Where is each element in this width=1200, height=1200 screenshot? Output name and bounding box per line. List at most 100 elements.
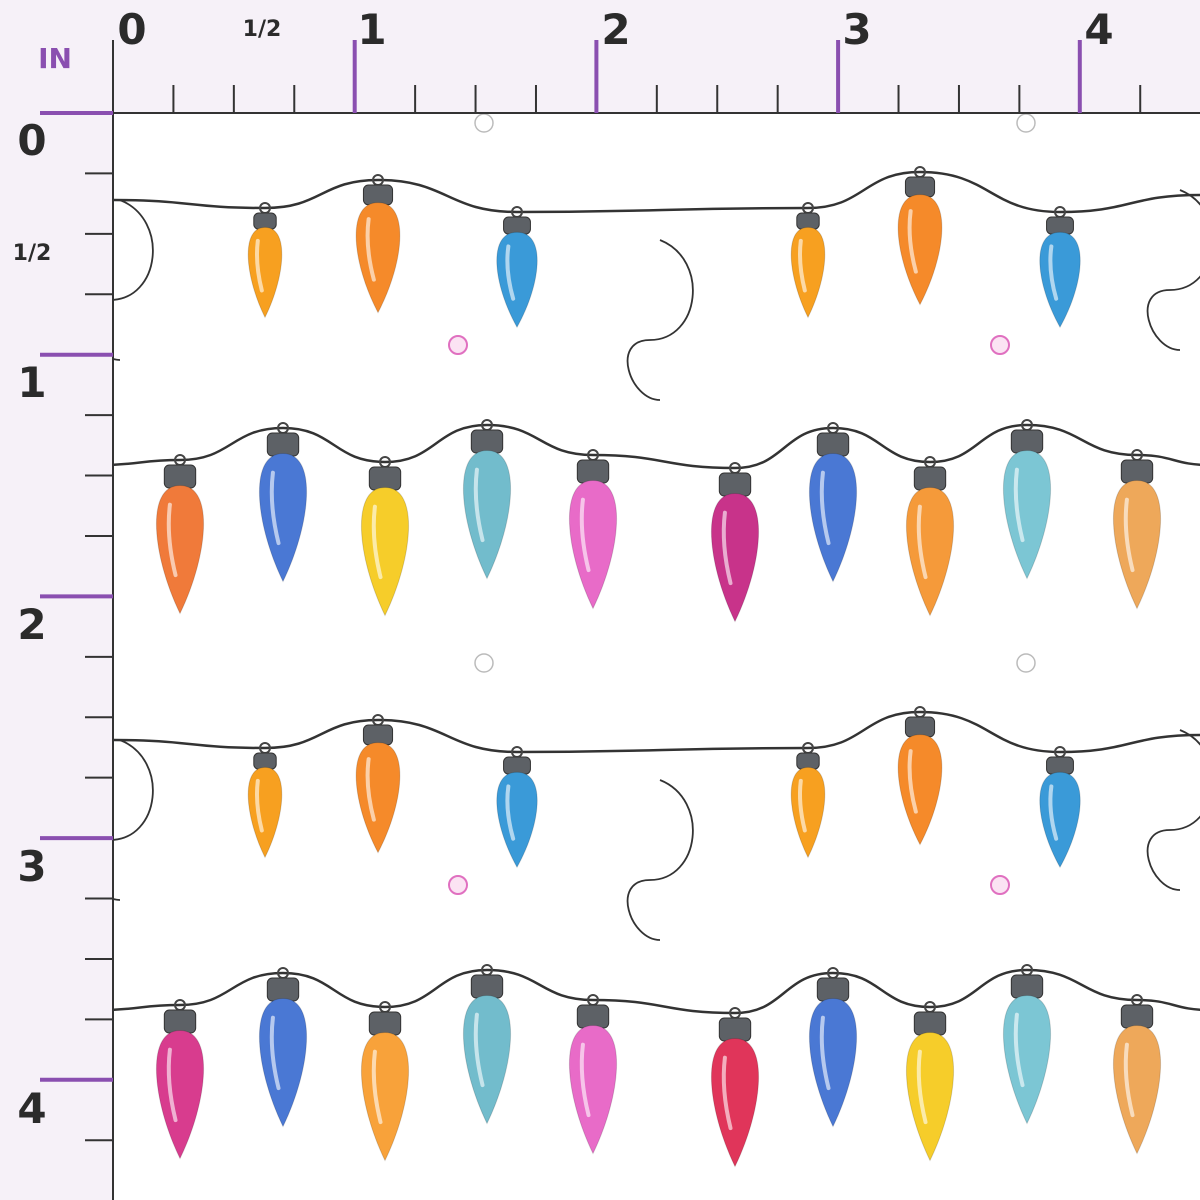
- bulb: [897, 706, 943, 846]
- left-label: 4: [17, 1084, 46, 1133]
- bulb: [710, 1007, 760, 1168]
- bulb-shine: [907, 749, 918, 814]
- bulb-shine: [819, 1015, 831, 1091]
- bulb-cap: [1046, 216, 1074, 235]
- bulb-shine: [798, 778, 807, 833]
- top-label: 3: [842, 5, 871, 54]
- bulb-shine: [473, 467, 485, 543]
- bulb: [1112, 449, 1162, 610]
- top-label: 4: [1084, 5, 1113, 54]
- bulb-cap: [362, 184, 394, 206]
- bulb-shine: [579, 1042, 591, 1118]
- top-label: 1: [357, 5, 386, 54]
- bulb-shine: [505, 244, 516, 301]
- bulb: [897, 166, 943, 306]
- bulb-cap: [470, 429, 504, 454]
- bulb-shine: [371, 504, 383, 580]
- bulb-cap: [266, 977, 300, 1002]
- bulb-cap: [816, 432, 850, 457]
- bulb-cap: [904, 716, 936, 738]
- bulb-cap: [1120, 1004, 1154, 1029]
- bulb: [905, 456, 955, 617]
- bulb-cap: [796, 212, 820, 230]
- light-pattern: [114, 114, 1200, 1168]
- bulb: [808, 422, 858, 583]
- left-label: 1/2: [13, 241, 52, 266]
- bulb: [258, 422, 308, 583]
- bulb-cap: [503, 756, 531, 775]
- bulb-shine: [473, 1012, 485, 1088]
- bulb-shine: [819, 470, 831, 546]
- bulb-cap: [816, 977, 850, 1002]
- left-label: 0: [17, 116, 46, 165]
- bulb: [462, 419, 512, 580]
- bulb-cap: [503, 216, 531, 235]
- bulb-shine: [798, 238, 807, 293]
- bulb: [496, 746, 538, 869]
- bulb: [355, 174, 401, 314]
- bulb: [790, 202, 826, 319]
- wire-loop: [1146, 189, 1200, 351]
- wire-loop: [114, 199, 154, 361]
- top-label: 1/2: [243, 17, 282, 42]
- bulb: [905, 1001, 955, 1162]
- bulb-cap: [163, 1009, 197, 1034]
- bulb-cap: [913, 1011, 947, 1036]
- bulb-shine: [907, 209, 918, 274]
- bulb-shine: [916, 504, 928, 580]
- pink-dot: [990, 335, 1010, 355]
- bulb: [1002, 419, 1052, 580]
- bulb-shine: [365, 757, 376, 822]
- top-label: 0: [117, 5, 146, 54]
- bulb-shine: [269, 1015, 281, 1091]
- bulb-cap: [362, 724, 394, 746]
- bulb-cap: [470, 974, 504, 999]
- faint-dot: [1016, 653, 1036, 673]
- bulb: [568, 994, 618, 1155]
- bulb: [155, 454, 205, 615]
- wire-loop: [626, 239, 694, 401]
- wire-loop: [114, 739, 154, 901]
- wire-loop: [626, 779, 694, 941]
- bulb-cap: [1010, 974, 1044, 999]
- bulb-cap: [576, 459, 610, 484]
- unit-label: IN: [38, 42, 72, 75]
- left-label: 2: [17, 600, 46, 649]
- bulb-cap: [1046, 756, 1074, 775]
- ruler: 0 1/2 1 2 3 4 0 1/2 1 2 3 4: [13, 5, 1200, 1200]
- faint-dot: [474, 653, 494, 673]
- wire: [114, 170, 1200, 214]
- bulb: [710, 462, 760, 623]
- bulb-cap: [368, 466, 402, 491]
- bulb-cap: [1010, 429, 1044, 454]
- bulb-shine: [1013, 1012, 1025, 1088]
- bulb-shine: [1048, 244, 1059, 301]
- bulb-cap: [266, 432, 300, 457]
- bulb-cap: [1120, 459, 1154, 484]
- faint-dot: [1016, 114, 1036, 133]
- bulb-shine: [1123, 497, 1135, 573]
- bulb-shine: [269, 470, 281, 546]
- bulb: [790, 742, 826, 859]
- pink-dot: [448, 335, 468, 355]
- bulb-cap: [718, 1017, 752, 1042]
- bulb: [1039, 746, 1081, 869]
- bulb-cap: [253, 212, 277, 230]
- bulb-shine: [166, 1047, 178, 1123]
- bulb-shine: [166, 502, 178, 578]
- pink-dot: [990, 875, 1010, 895]
- bulb: [808, 967, 858, 1128]
- bulb: [360, 1001, 410, 1162]
- bulb-shine: [255, 778, 264, 833]
- bulb: [247, 742, 283, 859]
- bulb-shine: [1123, 1042, 1135, 1118]
- faint-dot: [474, 114, 494, 133]
- bulb: [1112, 994, 1162, 1155]
- bulb-cap: [904, 176, 936, 198]
- bulb-shine: [1048, 784, 1059, 841]
- top-label: 2: [601, 5, 630, 54]
- bulb-cap: [718, 472, 752, 497]
- bulb-shine: [721, 1055, 733, 1131]
